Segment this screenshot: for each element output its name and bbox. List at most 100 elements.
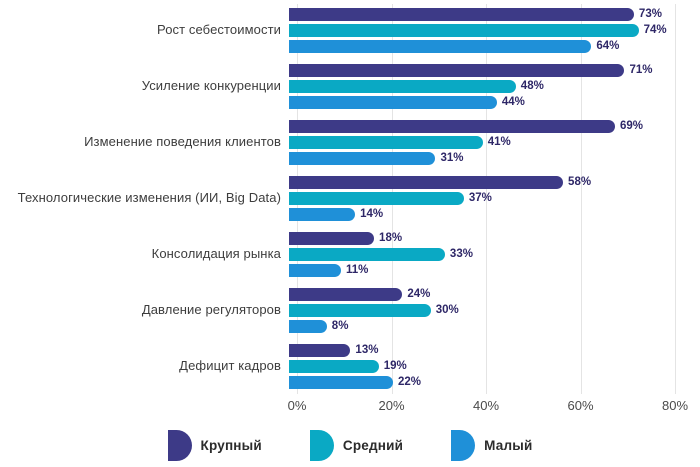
bar-line: 14% <box>289 206 667 222</box>
chart-row: Технологические изменения (ИИ, Big Data)… <box>0 174 700 222</box>
bar-value-label: 8% <box>331 320 349 332</box>
bar <box>289 39 592 53</box>
x-axis-tick-label: 0% <box>287 398 307 413</box>
chart-row: Усиление конкуренции 71% 48% 44% <box>0 62 700 110</box>
bar-line: 73% <box>289 6 667 22</box>
bar <box>289 7 634 21</box>
bar-line: 22% <box>289 374 667 390</box>
legend-label: Крупный <box>200 438 262 453</box>
gridline <box>675 4 676 394</box>
bar-group: 73% 74% 64% <box>289 6 667 54</box>
bar <box>289 119 616 133</box>
bar-value-label: 73% <box>638 8 662 20</box>
bar <box>289 359 379 373</box>
gridline <box>580 4 582 394</box>
bar-value-label: 18% <box>379 232 403 244</box>
bar-line: 33% <box>289 246 667 262</box>
bar-group: 13% 19% 22% <box>289 342 667 390</box>
bar-group: 58% 37% 14% <box>289 174 667 222</box>
legend-marker <box>451 430 476 461</box>
bar-line: 58% <box>289 174 667 190</box>
bar-value-label: 74% <box>643 24 667 36</box>
bar-line: 30% <box>289 302 667 318</box>
bar-line: 41% <box>289 134 667 150</box>
bar-value-label: 31% <box>440 152 464 164</box>
bar-value-label: 13% <box>355 344 379 356</box>
legend-label: Малый <box>484 438 533 453</box>
chart-row: Консолидация рынка 18% 33% 11% <box>0 230 700 278</box>
plot-area: Рост себестоимости 73% 74% 64% Усиление конк… <box>0 4 700 394</box>
bar <box>289 63 625 77</box>
gridline <box>486 4 487 394</box>
bar-group: 69% 41% 31% <box>289 118 667 166</box>
bar-value-label: 33% <box>449 248 473 260</box>
bar <box>289 343 351 357</box>
bar-line: 44% <box>289 94 667 110</box>
bar <box>289 79 516 93</box>
bar <box>289 191 464 205</box>
bar-line: 31% <box>289 150 667 166</box>
category-label: Консолидация рынка <box>151 245 281 261</box>
bar-line: 13% <box>289 342 667 358</box>
bar-line: 71% <box>289 62 667 78</box>
legend-marker <box>167 430 192 461</box>
x-axis-tick-label: 60% <box>567 398 594 413</box>
bar-value-label: 48% <box>520 80 544 92</box>
bar-value-label: 69% <box>620 120 644 132</box>
chart-row: Изменение поведения клиентов 69% 41% 31% <box>0 118 700 166</box>
bar <box>289 263 341 277</box>
bar-value-label: 58% <box>568 176 592 188</box>
category-label: Технологические изменения (ИИ, Big Data) <box>17 189 281 205</box>
bar-line: 18% <box>289 230 667 246</box>
category-label: Усиление конкуренции <box>141 77 281 93</box>
bar-line: 74% <box>289 22 667 38</box>
bar <box>289 135 483 149</box>
chart-row: Дефицит кадров 13% 19% 22% <box>0 342 700 390</box>
bar <box>289 375 393 389</box>
bar-group: 24% 30% 8% <box>289 286 667 334</box>
bar-value-label: 11% <box>345 264 369 276</box>
category-label: Дефицит кадров <box>179 357 281 373</box>
x-axis-tick-label: 80% <box>661 398 689 413</box>
legend-item: Средний <box>309 430 404 461</box>
bar-value-label: 19% <box>383 360 407 372</box>
bar-group: 71% 48% 44% <box>289 62 667 110</box>
legend-marker <box>309 430 334 461</box>
legend-item: Малый <box>451 430 532 461</box>
bar <box>289 175 564 189</box>
bar-value-label: 64% <box>596 40 620 52</box>
category-label: Рост себестоимости <box>157 21 281 37</box>
legend-item: Крупный <box>167 430 262 461</box>
bar <box>289 151 436 165</box>
bar-line: 64% <box>289 38 667 54</box>
bar-value-label: 22% <box>397 376 421 388</box>
bar <box>289 247 445 261</box>
legend-label: Средний <box>342 438 404 453</box>
bar-group: 18% 33% 11% <box>289 230 667 278</box>
bar-value-label: 37% <box>468 192 492 204</box>
category-label: Давление регуляторов <box>141 301 281 317</box>
x-axis-tick-label: 40% <box>472 398 500 413</box>
bar-line: 24% <box>289 286 667 302</box>
bar <box>289 287 403 301</box>
chart-row: Рост себестоимости 73% 74% 64% <box>0 6 700 54</box>
bar-line: 11% <box>289 262 667 278</box>
legend: Крупный Средний Малый <box>0 430 700 461</box>
bar-value-label: 44% <box>501 96 525 108</box>
bar-value-label: 14% <box>360 208 384 220</box>
bar <box>289 303 431 317</box>
x-axis: 0% 20% 40% 60% 80% <box>288 398 688 415</box>
bar-value-label: 41% <box>487 136 511 148</box>
bar-value-label: 71% <box>629 64 653 76</box>
bar <box>289 23 639 37</box>
bar-line: 19% <box>289 358 667 374</box>
bar-line: 48% <box>289 78 667 94</box>
bar <box>289 231 375 245</box>
bar-rows: Рост себестоимости 73% 74% 64% Усиление конк… <box>0 6 700 390</box>
bar <box>289 207 356 221</box>
bar-line: 37% <box>289 190 667 206</box>
bar <box>289 319 327 333</box>
bar <box>289 95 497 109</box>
category-label: Изменение поведения клиентов <box>84 133 281 149</box>
